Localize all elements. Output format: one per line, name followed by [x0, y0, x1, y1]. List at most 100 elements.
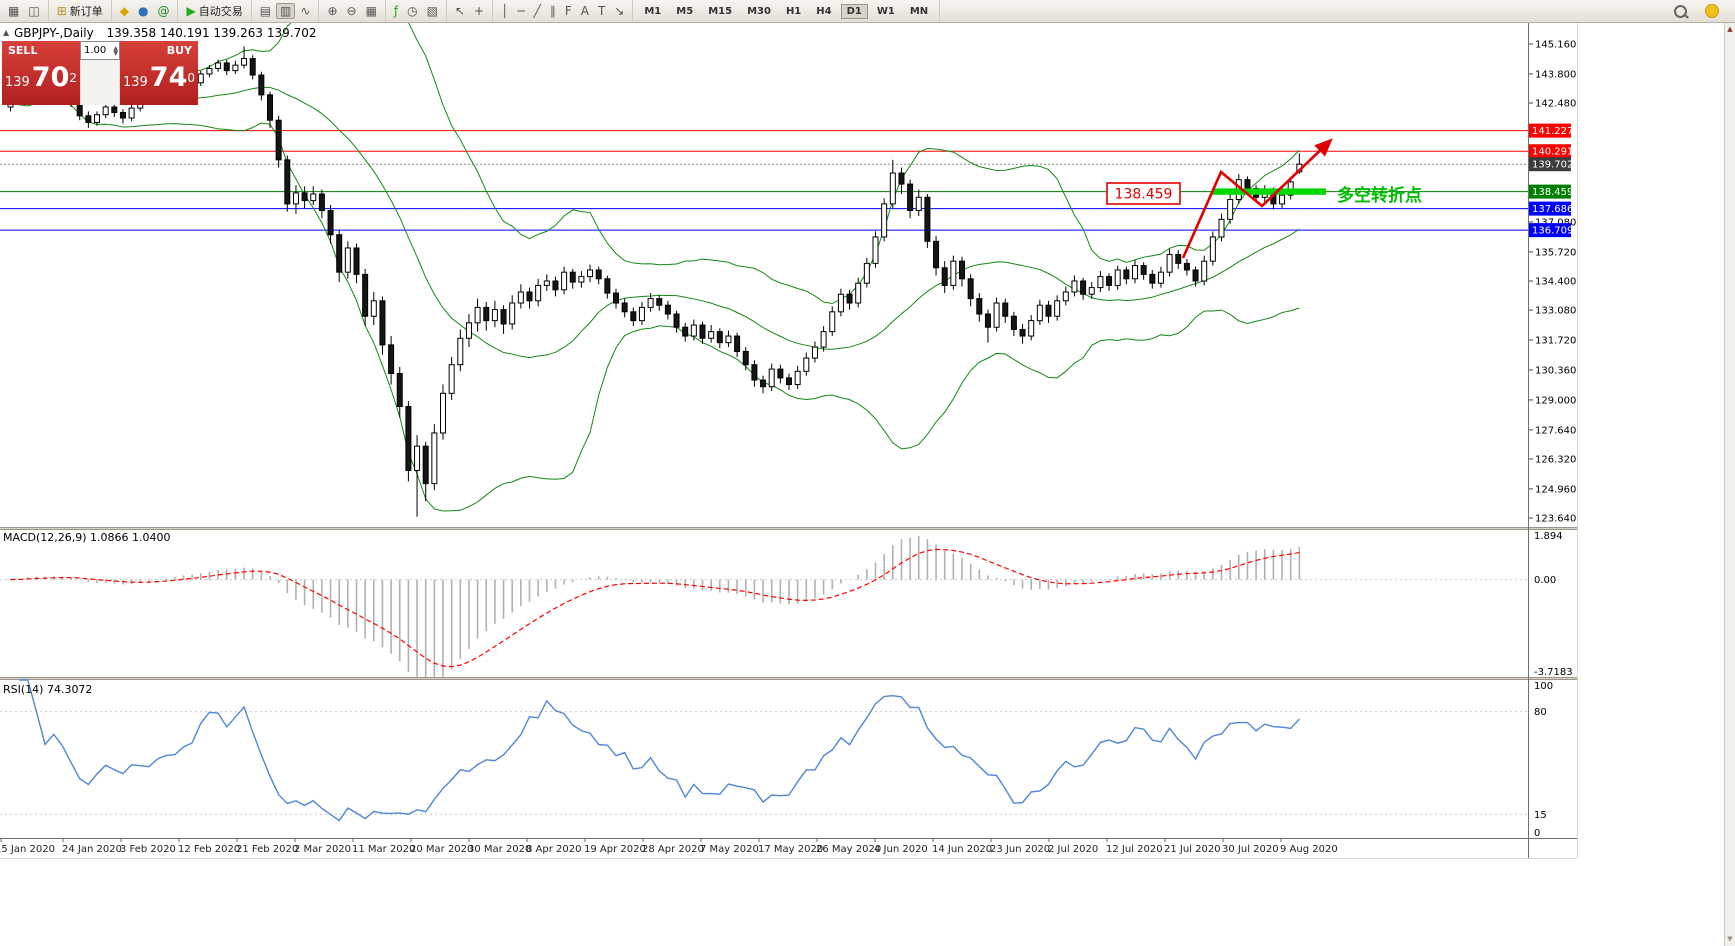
search-button[interactable]: [1670, 3, 1691, 20]
price-tick-label: 126.320: [1535, 454, 1576, 465]
alerts-button[interactable]: ◆: [116, 3, 133, 19]
date-tick-label: 28 Apr 2020: [642, 844, 704, 855]
timeframe-m30-button[interactable]: M30: [747, 5, 771, 17]
timeframe-d1-button[interactable]: D1: [840, 3, 868, 19]
price-line-label-box: [1529, 184, 1571, 199]
price-tick-label: 142.480: [1535, 99, 1576, 110]
zoom-out-button[interactable]: ⊖: [343, 3, 361, 19]
volume-value[interactable]: 1.00: [84, 45, 107, 56]
chart-window-bottom-border: [0, 858, 1577, 859]
price-tick-label: 135.720: [1535, 247, 1576, 258]
chart-line-button[interactable]: ∿: [296, 3, 314, 19]
macd-indicator-label: MACD(12,26,9) 1.0866 1.0400: [3, 531, 171, 544]
new-order-button[interactable]: ⊞ 新订单: [53, 1, 107, 21]
arrows-button[interactable]: ↘: [610, 3, 628, 19]
macd-histogram: [18, 535, 1301, 677]
timeframe-m15-button[interactable]: M15: [708, 5, 733, 17]
toolbar-group: ⊕ ⊖ ▦: [319, 0, 386, 22]
rsi-scale-label: 80: [1534, 707, 1547, 718]
macd-signal-line: [10, 548, 1300, 668]
new-chart-button[interactable]: ▦: [4, 3, 23, 19]
main-toolbar: ▦ ◫ ⊞ 新订单 ◆ ● @ ▶ 自动交易 ▤ ▥ ∿ ⊕ ⊖ ▦ ƒ ◷ ▧ ↖ + │ ─ ╱ ∥ F A T ↘ M1 M5 M15…: [0, 0, 1735, 23]
fibonacci-button[interactable]: F: [561, 3, 576, 19]
annotation-price-label-box[interactable]: [1106, 182, 1181, 205]
timeframe-h1-button[interactable]: H1: [785, 5, 802, 17]
timeframe-group: M1 M5 M15 M30 H1 H4 D1 W1 MN: [633, 0, 941, 22]
sell-button[interactable]: SELL 139 70 2: [2, 41, 80, 105]
equidistant-channel-button[interactable]: ∥: [546, 3, 560, 19]
chart-candles-button[interactable]: ▥: [276, 3, 296, 19]
tile-windows-button[interactable]: ▦: [362, 3, 381, 19]
date-tick-label: 8 Apr 2020: [526, 844, 581, 855]
pane-separator[interactable]: [0, 527, 1577, 530]
crosshair-button[interactable]: +: [470, 3, 488, 19]
date-tick-label: 2 Mar 2020: [294, 844, 351, 855]
horizontal-line-button[interactable]: ─: [513, 3, 528, 19]
date-tick-label: 12 Feb 2020: [178, 844, 240, 855]
chart-bars-button[interactable]: ▤: [256, 3, 275, 19]
scroll-up-icon[interactable]: ▲: [1727, 25, 1733, 33]
volume-up-icon[interactable]: ▲: [113, 44, 118, 52]
volume-spin-buttons[interactable]: ▲ ▼: [113, 44, 118, 57]
buy-button[interactable]: BUY 139 74 0: [120, 41, 198, 105]
annotation-highlight-bar[interactable]: [1212, 188, 1326, 195]
vertical-line-button[interactable]: │: [497, 3, 512, 19]
community-mql-button[interactable]: @: [153, 3, 173, 19]
price-axis[interactable]: 145.160 143.800 142.480 137.080 135.720 134.4…: [1529, 39, 1576, 839]
community-button[interactable]: [1701, 2, 1723, 20]
rsi-indicator-label: RSI(14) 74.3072: [3, 683, 93, 696]
new-order-label: 新订单: [69, 5, 103, 18]
date-tick-label: 7 May 2020: [700, 844, 759, 855]
templates-button[interactable]: ▧: [423, 3, 442, 19]
buy-price: 139 74 0: [122, 62, 196, 93]
volume-down-icon[interactable]: ▼: [113, 49, 118, 57]
date-tick-label: 17 May 2020: [758, 844, 823, 855]
chart-line-icon: ∿: [300, 4, 311, 18]
toolbar-group: ▶ 自动交易: [178, 0, 252, 22]
volume-stepper[interactable]: 1.00 ▲ ▼: [80, 41, 120, 60]
timeframe-h4-button[interactable]: H4: [816, 5, 832, 17]
timeframe-m1-button[interactable]: M1: [644, 5, 662, 17]
vertical-line-icon: │: [501, 4, 509, 18]
timeframe-w1-button[interactable]: W1: [876, 5, 895, 17]
candlestick-series: [7, 46, 1303, 517]
market-button[interactable]: ●: [134, 3, 152, 19]
price-tick-label: 133.080: [1535, 306, 1576, 317]
cursor-button[interactable]: ↖: [451, 3, 469, 19]
vertical-scrollbar[interactable]: ▲ ▼: [1724, 22, 1735, 946]
indicators-button[interactable]: ƒ: [390, 3, 402, 19]
text-button[interactable]: A: [577, 3, 593, 19]
rsi-scale-label: 100: [1534, 681, 1553, 692]
bollinger-lower-band: [10, 99, 1300, 512]
pane-separator[interactable]: [0, 677, 1577, 680]
annotation-zigzag-arrow[interactable]: [1181, 138, 1333, 259]
rsi-scale-label: 0: [1534, 828, 1540, 839]
scroll-down-icon[interactable]: ▼: [1727, 935, 1733, 943]
date-tick-label: 4 Jun 2020: [874, 844, 928, 855]
rsi-scale-label: 15: [1534, 810, 1547, 821]
main-chart-pane[interactable]: [0, 22, 1529, 517]
price-tick-label: 145.160: [1535, 39, 1576, 50]
chart-window[interactable]: 138.459 多空转折点 145.160 143.800 142.480 137.080…: [0, 22, 1577, 858]
macd-scale-label: -3.7183: [1534, 667, 1573, 678]
zoom-in-button[interactable]: ⊕: [323, 3, 341, 19]
one-click-collapse-icon[interactable]: ▲: [3, 28, 10, 37]
price-line-label-box: [1529, 157, 1571, 172]
bollinger-middle-band: [10, 86, 1300, 359]
toolbar-group: │ ─ ╱ ∥ F A T ↘: [493, 0, 634, 22]
price-tick-label: 130.360: [1535, 365, 1576, 376]
profiles-button[interactable]: ◫: [24, 3, 43, 19]
timeframe-mn-button[interactable]: MN: [909, 5, 929, 17]
timeframe-m5-button[interactable]: M5: [676, 5, 694, 17]
text-label-icon: T: [597, 4, 606, 18]
text-label-button[interactable]: T: [594, 3, 609, 19]
annotation-note-text[interactable]: 多空转折点: [1337, 185, 1422, 206]
periods-button[interactable]: ◷: [403, 3, 421, 19]
alerts-icon: ◆: [119, 4, 129, 18]
trendline-button[interactable]: ╱: [530, 3, 545, 19]
date-tick-label: 21 Jul 2020: [1164, 844, 1221, 855]
macd-scale-label: 0.00: [1534, 575, 1556, 586]
rsi-line: [19, 679, 1300, 822]
auto-trading-button[interactable]: ▶ 自动交易: [182, 1, 246, 21]
